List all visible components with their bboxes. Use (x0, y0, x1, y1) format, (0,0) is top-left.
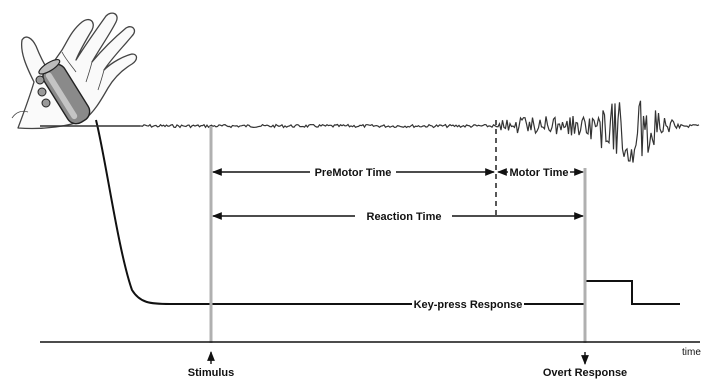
stimulus-marker: Stimulus (188, 351, 234, 379)
keypress-response-label: Key-press Response (414, 299, 523, 311)
keypress-pulse (584, 280, 680, 305)
premotor-time-interval: PreMotor Time (212, 167, 495, 179)
keypress-signal-curve (95, 119, 585, 305)
reaction-time-interval: Reaction Time (212, 211, 584, 223)
motor-time-interval: Motor Time (497, 167, 584, 179)
premotor-time-label: PreMotor Time (315, 167, 392, 179)
reaction-time-label: Reaction Time (367, 211, 442, 223)
overt-response-marker: Overt Response (543, 352, 627, 379)
time-axis-label: time (682, 347, 701, 358)
keypress-label-bg (412, 296, 524, 311)
keypress-device-icon (35, 58, 91, 125)
motor-time-label: Motor Time (509, 167, 568, 179)
overt-response-label: Overt Response (543, 367, 627, 379)
stimulus-label: Stimulus (188, 367, 234, 379)
emg-trace (140, 100, 700, 163)
